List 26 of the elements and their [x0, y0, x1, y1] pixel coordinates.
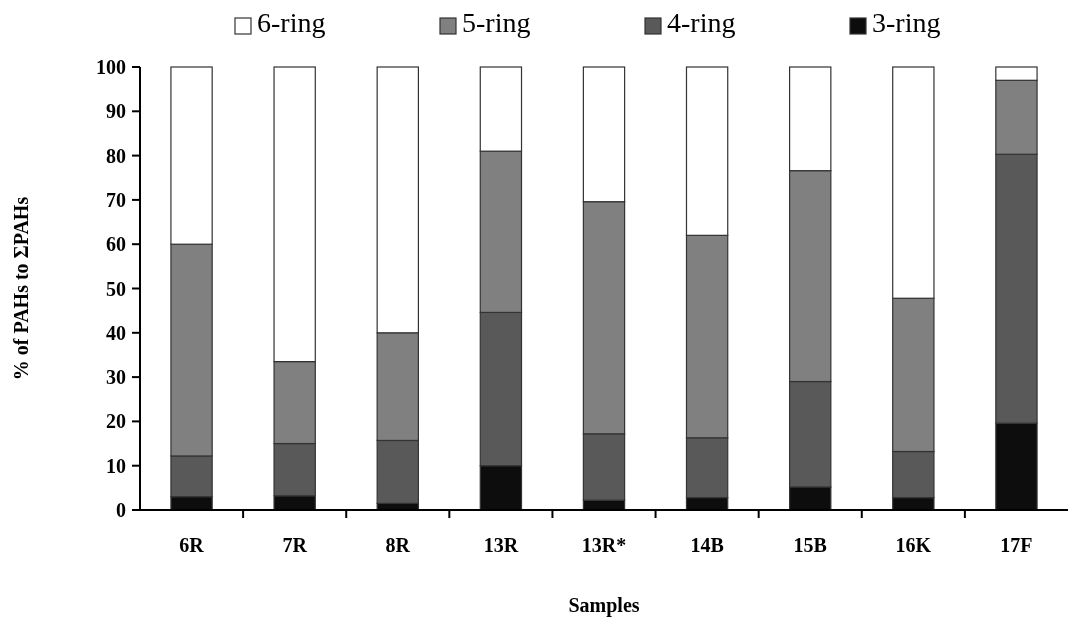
legend-label: 4-ring: [667, 7, 736, 38]
y-tick-label: 0: [116, 499, 126, 521]
x-tick-label: 13R: [483, 534, 519, 556]
x-tick-label: 8R: [385, 534, 411, 556]
y-tick-label: 80: [106, 144, 126, 167]
x-tick-label: 17F: [1000, 534, 1033, 556]
y-tick-label: 20: [106, 410, 126, 433]
y-tick-label: 100: [96, 56, 126, 78]
y-tick-label: 50: [106, 277, 126, 300]
x-tick-label: 6R: [179, 534, 205, 556]
y-tick-label: 40: [106, 321, 126, 344]
y-tick-label: 60: [106, 233, 126, 256]
x-tick-label: 7R: [282, 534, 308, 556]
x-tick-label: 14B: [690, 534, 724, 556]
x-tick-label: 16K: [895, 534, 932, 556]
x-tick-label: 15B: [793, 534, 827, 556]
y-tick-label: 90: [106, 100, 126, 123]
legend-label: 3-ring: [872, 7, 941, 38]
y-tick-label: 10: [106, 454, 126, 477]
legend-label: 5-ring: [462, 7, 531, 38]
legend-label: 6-ring: [257, 7, 326, 38]
y-tick-label: 70: [106, 188, 126, 211]
y-axis-title: % of PAHs to ΣPAHs: [10, 196, 32, 381]
x-tick-label: 13R*: [581, 534, 627, 556]
y-tick-label: 30: [106, 366, 126, 389]
x-axis-title: Samples: [568, 594, 640, 617]
